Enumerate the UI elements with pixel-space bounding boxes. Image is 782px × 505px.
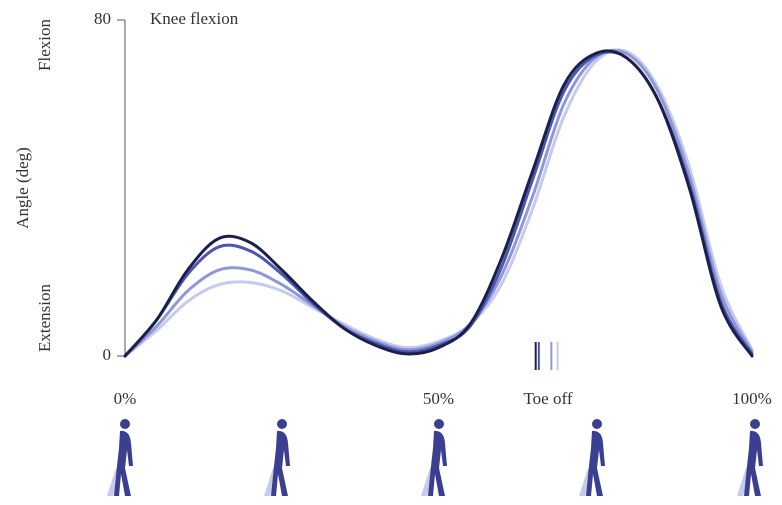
walker-figure <box>737 419 763 496</box>
y-axis-label: Angle (deg) <box>13 147 32 229</box>
series-line <box>125 50 752 356</box>
walker-figure <box>579 419 605 496</box>
walker-figure <box>107 419 133 496</box>
y-label-top: Flexion <box>35 19 54 71</box>
y-label-bottom: Extension <box>35 284 54 352</box>
walkers <box>107 419 763 496</box>
toe-off-label: Toe off <box>523 389 572 408</box>
chart-title: Knee flexion <box>150 9 239 28</box>
chart: Knee flexion Angle (deg) Flexion Extensi… <box>0 0 782 505</box>
series-line <box>125 50 752 356</box>
x-tick-label: 50% <box>423 389 454 408</box>
x-tick-label: 0% <box>114 389 137 408</box>
y-tick-label: 0 <box>103 345 112 364</box>
x-tick-label: 100% <box>732 389 772 408</box>
walker-figure <box>421 419 447 496</box>
walker-figure <box>264 419 290 496</box>
series-line <box>125 51 752 356</box>
y-tick-label: 80 <box>94 9 111 28</box>
